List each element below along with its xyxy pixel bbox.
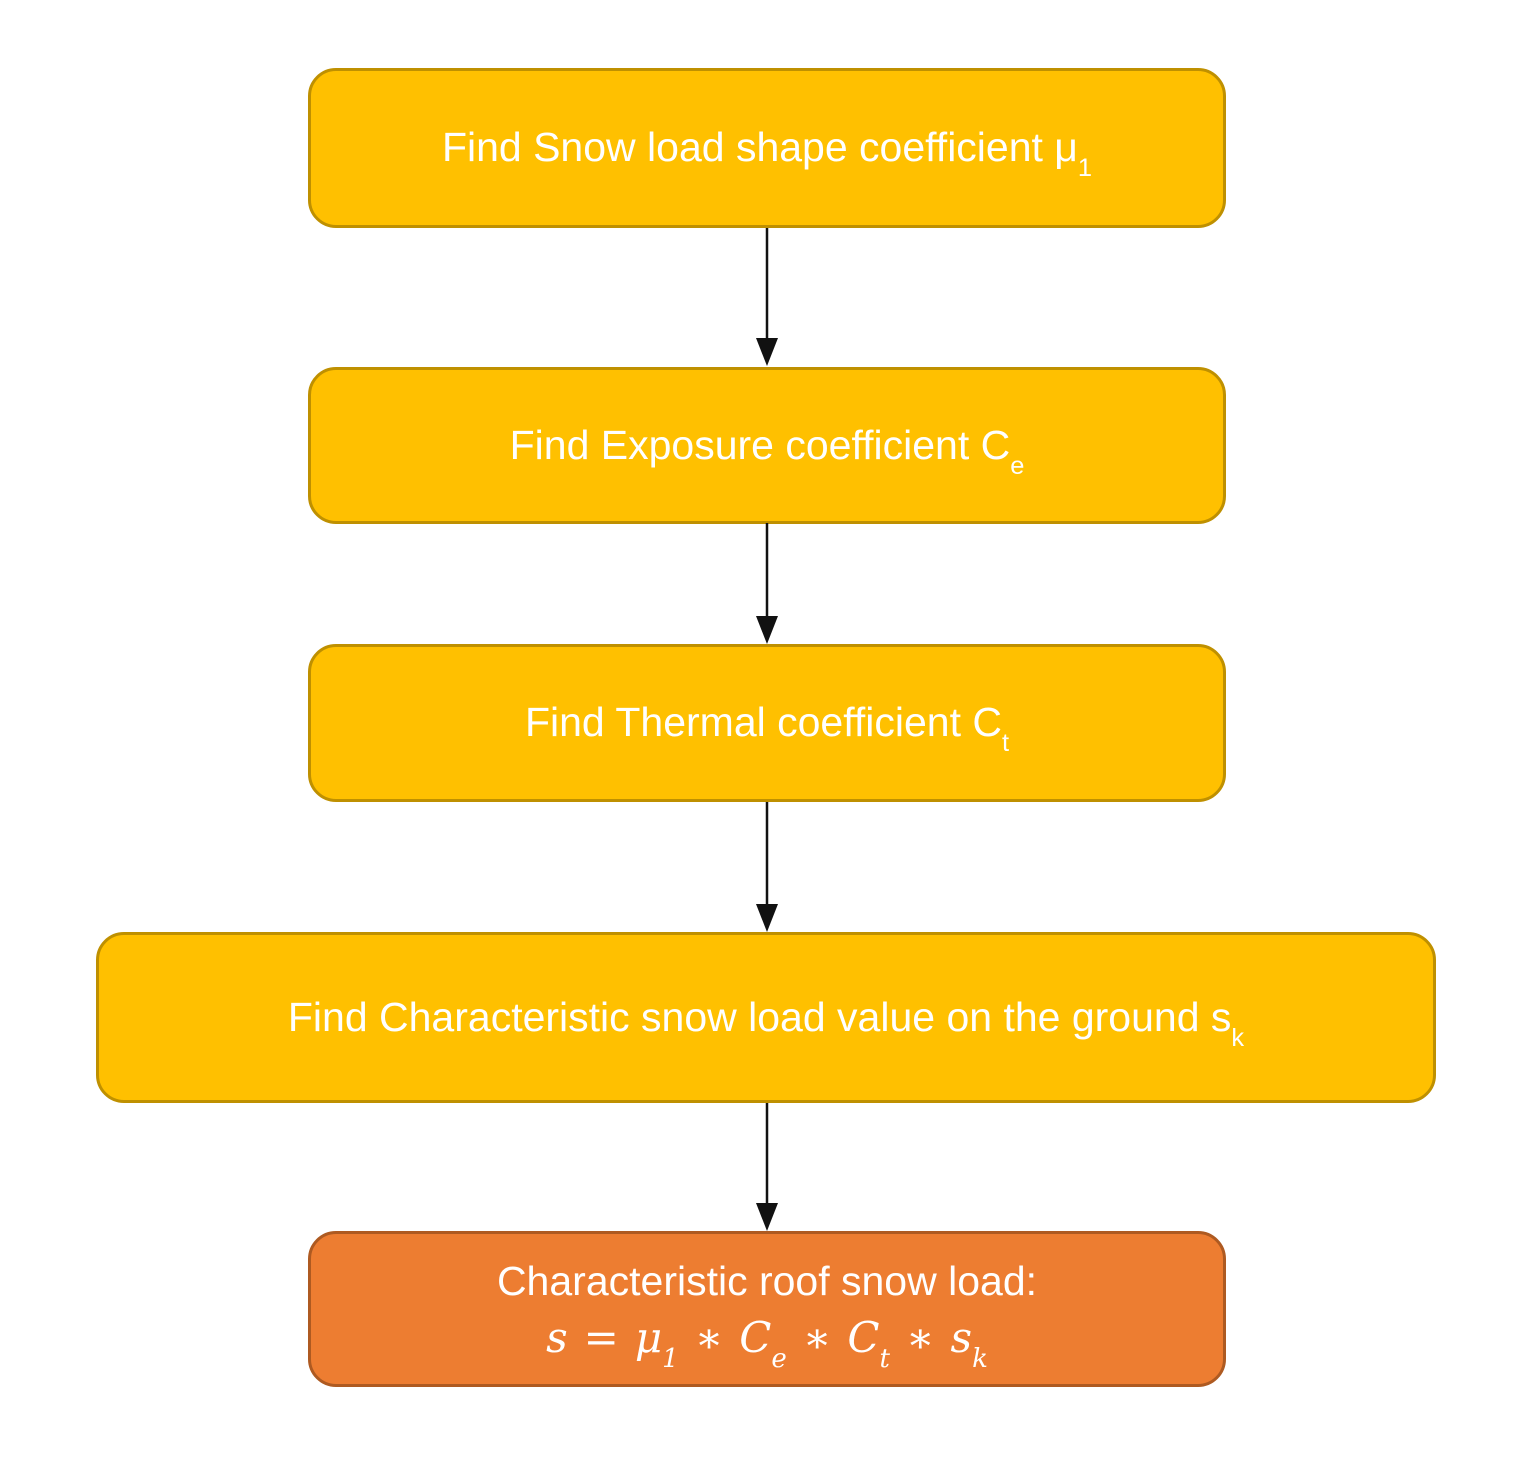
arrow-head-icon [756, 904, 778, 932]
formula-token: μ1 [634, 1312, 679, 1374]
arrow-head-icon [756, 616, 778, 644]
formula-operator: ∗ [802, 1312, 832, 1362]
node-label: Find Thermal coefficient Ct [524, 699, 1009, 755]
node-symbol: μ [1054, 124, 1078, 171]
node-label-text: Find Exposure coefficient [509, 421, 981, 468]
arrow-head-icon [756, 338, 778, 366]
flow-node-step-4: Find Characteristic snow load value on t… [96, 932, 1436, 1103]
node-label-text: Find Snow load shape coefficient [441, 124, 1055, 171]
node-label-text: Find Characteristic snow load value on t… [287, 993, 1211, 1040]
arrow-down-connector-3 [756, 802, 778, 932]
node-symbol: C [980, 421, 1011, 468]
result-title: Characteristic roof snow load: [496, 1258, 1038, 1305]
node-label: Find Characteristic snow load value on t… [287, 993, 1244, 1050]
node-subscript: e [1010, 451, 1025, 480]
flow-node-step-1: Find Snow load shape coefficient μ1 [308, 68, 1226, 228]
node-subscript: t [1001, 729, 1010, 758]
formula-operator: ∗ [905, 1312, 935, 1362]
node-subscript: k [1231, 1023, 1245, 1052]
node-label: Find Exposure coefficient Ce [509, 421, 1025, 478]
node-label: Find Snow load shape coefficient μ1 [441, 124, 1092, 180]
flow-node-step-2: Find Exposure coefficient Ce [308, 367, 1226, 524]
node-label-text: Find Thermal coefficient [524, 699, 973, 746]
flow-node-step-3: Find Thermal coefficient Ct [308, 644, 1226, 802]
arrow-down-connector-4 [756, 1103, 778, 1231]
arrow-down-connector-1 [756, 228, 778, 366]
formula-token: Ce [739, 1312, 787, 1374]
formula-token: sk [950, 1312, 988, 1374]
formula-token: Ct [847, 1312, 890, 1374]
flow-node-result: Characteristic roof snow load: s = μ1 ∗ Ce ∗ C… [308, 1231, 1226, 1387]
arrow-down-connector-2 [756, 523, 778, 644]
formula-token: s [546, 1312, 568, 1362]
formula-operator: = [583, 1312, 619, 1362]
arrow-head-icon [756, 1203, 778, 1231]
node-subscript: 1 [1077, 154, 1093, 183]
result-formula: s = μ1 ∗ Ce ∗ Ct ∗ sk [540, 1312, 994, 1374]
node-symbol: s [1210, 993, 1232, 1040]
formula-operator: ∗ [694, 1312, 724, 1362]
node-symbol: C [972, 699, 1002, 746]
